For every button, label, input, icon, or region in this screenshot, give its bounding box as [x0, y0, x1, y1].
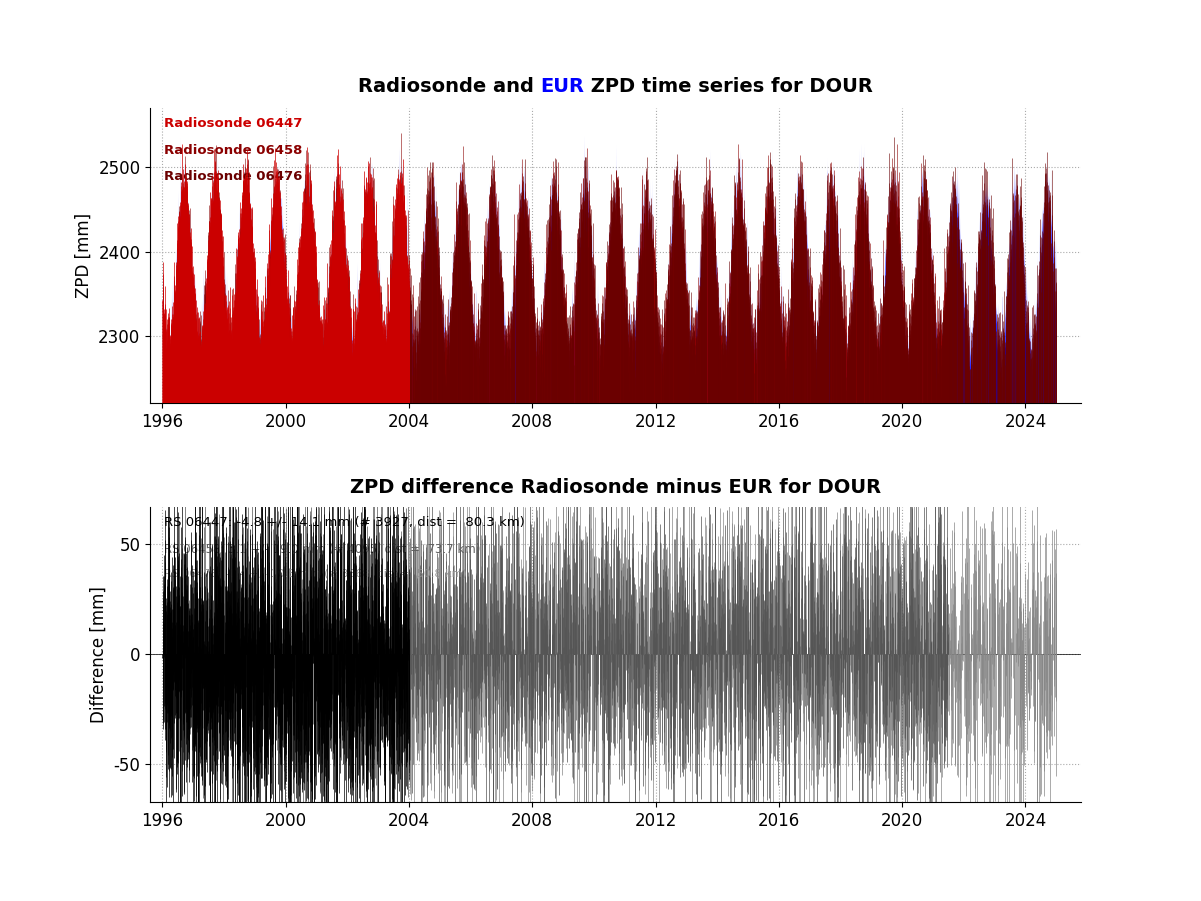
- Text: RS 06458: 3.1 +/- 19.0 mm (# 4095, dist =  73.7 km): RS 06458: 3.1 +/- 19.0 mm (# 4095, dist …: [165, 542, 480, 555]
- Title: ZPD difference Radiosonde minus EUR for DOUR: ZPD difference Radiosonde minus EUR for …: [349, 478, 882, 496]
- Text: Radiosonde and: Radiosonde and: [358, 77, 540, 96]
- Text: ZPD time series for DOUR: ZPD time series for DOUR: [585, 77, 873, 96]
- Text: EUR: EUR: [540, 77, 585, 96]
- Y-axis label: Difference [mm]: Difference [mm]: [90, 586, 108, 723]
- Text: Radiosonde 06447: Radiosonde 06447: [165, 117, 303, 130]
- Text: Radiosonde 06458: Radiosonde 06458: [165, 143, 303, 157]
- Text: RS 06476: -0.4 +/- 10.8 mm (# 3868, dist =  50.8 km): RS 06476: -0.4 +/- 10.8 mm (# 3868, dist…: [165, 569, 467, 578]
- Text: RS 06447: -4.8 +/- 14.1 mm (# 3927, dist =  80.3 km): RS 06447: -4.8 +/- 14.1 mm (# 3927, dist…: [165, 515, 525, 529]
- Text: Radiosonde 06476: Radiosonde 06476: [165, 170, 303, 183]
- Y-axis label: ZPD [mm]: ZPD [mm]: [74, 214, 92, 298]
